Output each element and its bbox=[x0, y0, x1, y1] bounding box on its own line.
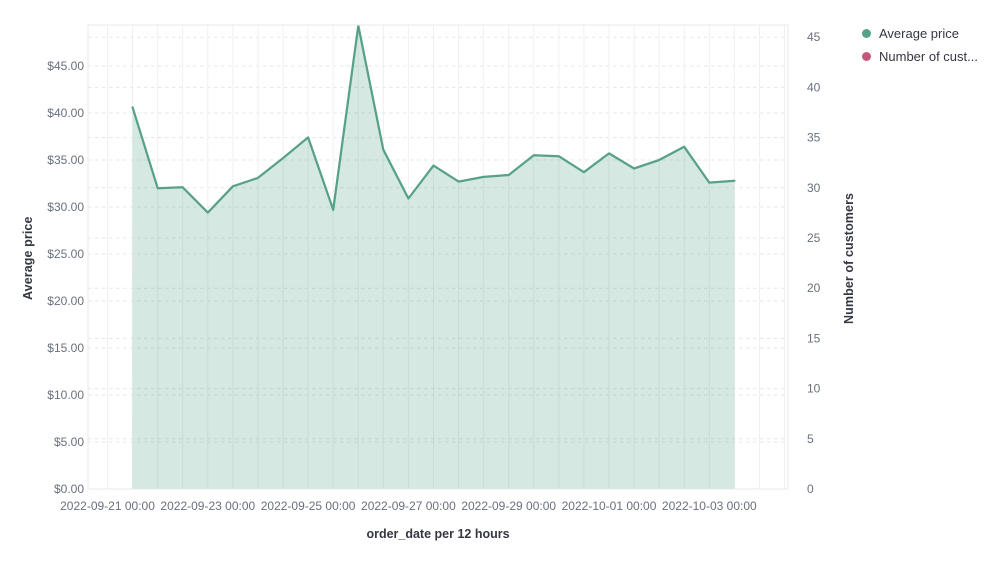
legend-dot-average-price-icon bbox=[862, 29, 871, 38]
legend-item-number-of-customers[interactable]: Number of cust... bbox=[862, 45, 978, 68]
y-axis-title-left: Average price bbox=[21, 216, 35, 300]
y-tick-label-right: 40 bbox=[807, 80, 821, 94]
x-tick-label: 2022-09-23 00:00 bbox=[160, 499, 255, 513]
y-tick-label-right: 25 bbox=[807, 231, 821, 245]
y-axis-title-right: Number of customers bbox=[842, 192, 856, 324]
legend: Average price Number of cust... bbox=[862, 22, 978, 68]
legend-dot-number-of-customers-icon bbox=[862, 52, 871, 61]
y-tick-label-left: $25.00 bbox=[47, 247, 84, 261]
y-tick-label-left: $0.00 bbox=[54, 482, 84, 496]
y-tick-label-left: $30.00 bbox=[47, 200, 84, 214]
y-tick-label-right: 30 bbox=[807, 181, 821, 195]
x-tick-label: 2022-09-27 00:00 bbox=[361, 499, 456, 513]
y-tick-label-left: $5.00 bbox=[54, 435, 84, 449]
y-tick-label-left: $40.00 bbox=[47, 106, 84, 120]
x-tick-label: 2022-09-29 00:00 bbox=[461, 499, 556, 513]
y-tick-label-left: $15.00 bbox=[47, 341, 84, 355]
y-tick-label-right: 20 bbox=[807, 281, 821, 295]
plot-border bbox=[87, 24, 789, 490]
average-price-line[interactable] bbox=[131, 24, 736, 214]
x-tick-label: 2022-10-03 00:00 bbox=[662, 499, 757, 513]
x-tick-label: 2022-09-21 00:00 bbox=[60, 499, 155, 513]
y-tick-label-left: $10.00 bbox=[47, 388, 84, 402]
x-tick-label: 2022-10-01 00:00 bbox=[562, 499, 657, 513]
x-axis-title: order_date per 12 hours bbox=[366, 527, 510, 541]
y-tick-label-left: $20.00 bbox=[47, 294, 84, 308]
y-tick-label-left: $45.00 bbox=[47, 59, 84, 73]
legend-item-average-price[interactable]: Average price bbox=[862, 22, 978, 45]
x-tick-label: 2022-09-25 00:00 bbox=[261, 499, 356, 513]
y-tick-label-left: $35.00 bbox=[47, 153, 84, 167]
y-tick-label-right: 45 bbox=[807, 30, 821, 44]
y-tick-label-right: 0 bbox=[807, 482, 814, 496]
y-tick-label-right: 15 bbox=[807, 331, 821, 345]
y-tick-label-right: 35 bbox=[807, 131, 821, 145]
y-tick-label-right: 10 bbox=[807, 382, 821, 396]
legend-label-average-price: Average price bbox=[879, 26, 959, 41]
y-tick-label-right: 5 bbox=[807, 432, 814, 446]
legend-label-number-of-customers: Number of cust... bbox=[879, 49, 978, 64]
average-price-area[interactable] bbox=[132, 25, 735, 489]
